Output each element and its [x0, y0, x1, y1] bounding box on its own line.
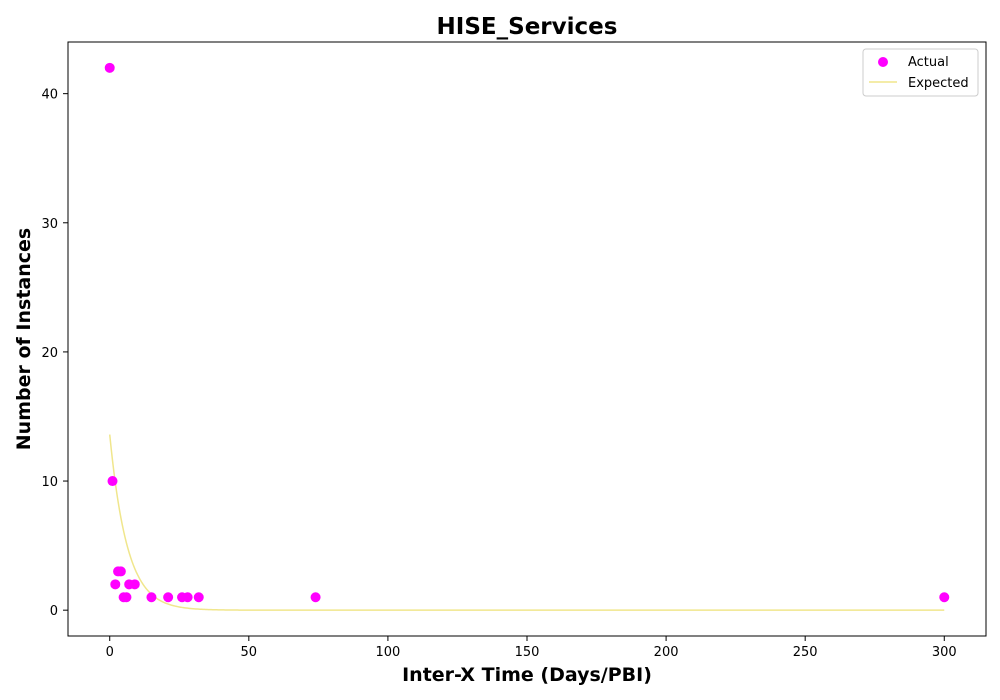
actual-point [107, 476, 118, 487]
y-axis: 0 10 20 30 40 [41, 88, 68, 619]
actual-point [104, 62, 115, 73]
x-tick-label: 200 [654, 645, 679, 660]
actual-point [182, 592, 193, 603]
y-tick-label: 30 [41, 217, 58, 232]
actual-point [193, 592, 204, 603]
x-tick-label: 150 [515, 645, 540, 660]
x-tick-label: 50 [241, 645, 258, 660]
x-tick-label: 250 [793, 645, 818, 660]
actual-point [110, 579, 121, 590]
actual-point [129, 579, 140, 590]
legend-expected-label: Expected [908, 76, 969, 91]
x-tick-label: 300 [932, 645, 957, 660]
actual-point [115, 566, 126, 577]
y-tick-label: 40 [41, 88, 58, 103]
x-axis: 0 50 100 150 200 250 300 [106, 636, 957, 660]
actual-point [163, 592, 174, 603]
actual-point [121, 592, 132, 603]
y-tick-label: 20 [41, 346, 58, 361]
legend-actual-label: Actual [908, 55, 949, 70]
plot-frame [67, 41, 987, 637]
legend-actual-marker [878, 57, 888, 67]
plot-area: 0 50 100 150 200 250 300 0 10 20 30 40 [41, 41, 987, 660]
x-tick-label: 0 [106, 645, 114, 660]
actual-series [104, 62, 950, 603]
actual-point [146, 592, 157, 603]
y-tick-label: 10 [41, 475, 58, 490]
legend: Actual Expected [862, 48, 979, 97]
x-tick-label: 100 [375, 645, 400, 660]
actual-point [310, 592, 321, 603]
actual-point [939, 592, 950, 603]
expected-series [108, 434, 945, 611]
y-axis-label: Number of Instances [13, 228, 35, 450]
y-tick-label: 0 [50, 604, 58, 619]
expected-curve [108, 434, 945, 611]
legend-frame [862, 48, 979, 97]
x-axis-label: Inter-X Time (Days/PBI) [402, 664, 652, 686]
chart-title: HISE_Services [437, 14, 618, 40]
